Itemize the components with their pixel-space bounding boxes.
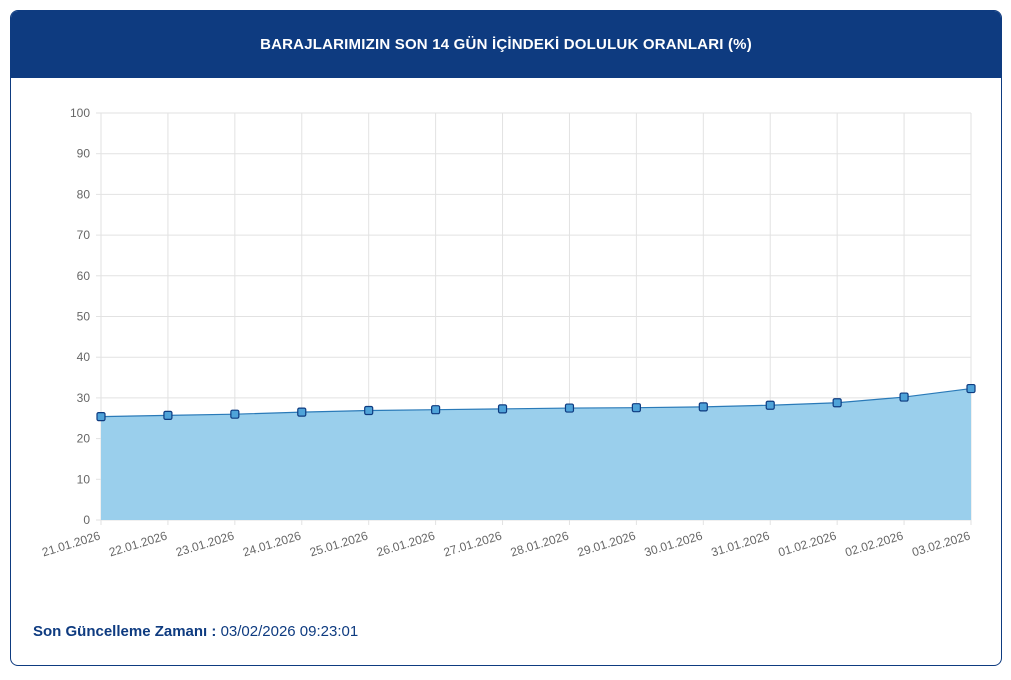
y-tick-label: 80 bbox=[77, 187, 91, 201]
x-tick-label: 30.01.2026 bbox=[643, 528, 705, 559]
data-point[interactable] bbox=[497, 404, 508, 414]
x-tick-label: 31.01.2026 bbox=[710, 528, 772, 559]
data-point[interactable] bbox=[631, 403, 641, 413]
page-title: BARAJLARIMIZIN SON 14 GÜN İÇİNDEKİ DOLUL… bbox=[260, 36, 752, 53]
last-update-label: Son Güncelleme Zamanı : bbox=[33, 623, 217, 640]
data-point[interactable] bbox=[832, 398, 842, 408]
x-tick-label: 27.01.2026 bbox=[442, 528, 504, 559]
data-point[interactable] bbox=[431, 405, 441, 415]
y-tick-label: 20 bbox=[77, 432, 91, 446]
series-line bbox=[100, 387, 972, 418]
chart-card: BARAJLARIMIZIN SON 14 GÜN İÇİNDEKİ DOLUL… bbox=[10, 10, 1002, 666]
y-tick-label: 40 bbox=[77, 350, 91, 364]
data-point[interactable] bbox=[899, 392, 909, 402]
data-point[interactable] bbox=[765, 400, 775, 410]
card-header: BARAJLARIMIZIN SON 14 GÜN İÇİNDEKİ DOLUL… bbox=[11, 11, 1001, 78]
x-tick-label: 26.01.2026 bbox=[375, 528, 437, 559]
y-tick-label: 90 bbox=[77, 147, 91, 161]
series-area bbox=[101, 388, 971, 520]
data-point[interactable] bbox=[698, 402, 708, 412]
y-tick-label: 10 bbox=[77, 472, 91, 486]
data-point[interactable] bbox=[564, 403, 575, 413]
x-tick-label: 25.01.2026 bbox=[308, 528, 370, 559]
data-point[interactable] bbox=[966, 383, 976, 394]
x-tick-label: 01.02.2026 bbox=[776, 528, 838, 559]
x-tick-label: 03.02.2026 bbox=[910, 528, 972, 559]
data-point[interactable] bbox=[230, 409, 240, 419]
last-update: Son Güncelleme Zamanı : 03/02/2026 09:23… bbox=[33, 623, 358, 640]
data-point[interactable] bbox=[364, 405, 374, 416]
y-tick-label: 50 bbox=[77, 310, 91, 324]
y-tick-label: 0 bbox=[83, 513, 90, 527]
data-point[interactable] bbox=[163, 410, 173, 421]
y-axis-ticks: 0 10 20 30 40 50 60 70 80 90 100 bbox=[70, 106, 90, 527]
x-tick-label: 28.01.2026 bbox=[509, 528, 571, 559]
chart-area-layer bbox=[100, 387, 972, 520]
x-tick-label: 24.01.2026 bbox=[241, 528, 303, 559]
data-point[interactable] bbox=[297, 407, 307, 417]
y-tick-label: 30 bbox=[77, 391, 91, 405]
y-tick-label: 70 bbox=[77, 228, 91, 242]
x-axis-ticks: 21.01.2026 22.01.2026 23.01.2026 24.01.2026… bbox=[40, 528, 972, 559]
x-tick-label: 21.01.2026 bbox=[40, 528, 102, 559]
last-update-value: 03/02/2026 09:23:01 bbox=[220, 623, 359, 640]
x-tick-label: 23.01.2026 bbox=[174, 528, 236, 559]
data-point[interactable] bbox=[96, 412, 106, 422]
y-tick-label: 60 bbox=[77, 269, 91, 283]
x-tick-label: 29.01.2026 bbox=[576, 528, 638, 559]
x-tick-label: 22.01.2026 bbox=[107, 528, 169, 559]
x-tick-label: 02.02.2026 bbox=[843, 528, 905, 559]
occupancy-chart: 0 10 20 30 40 50 60 70 80 90 100 21.01.2026 22.01.2… bbox=[40, 106, 976, 559]
chart-marker-layer bbox=[96, 383, 976, 422]
y-tick-label: 100 bbox=[70, 106, 90, 120]
